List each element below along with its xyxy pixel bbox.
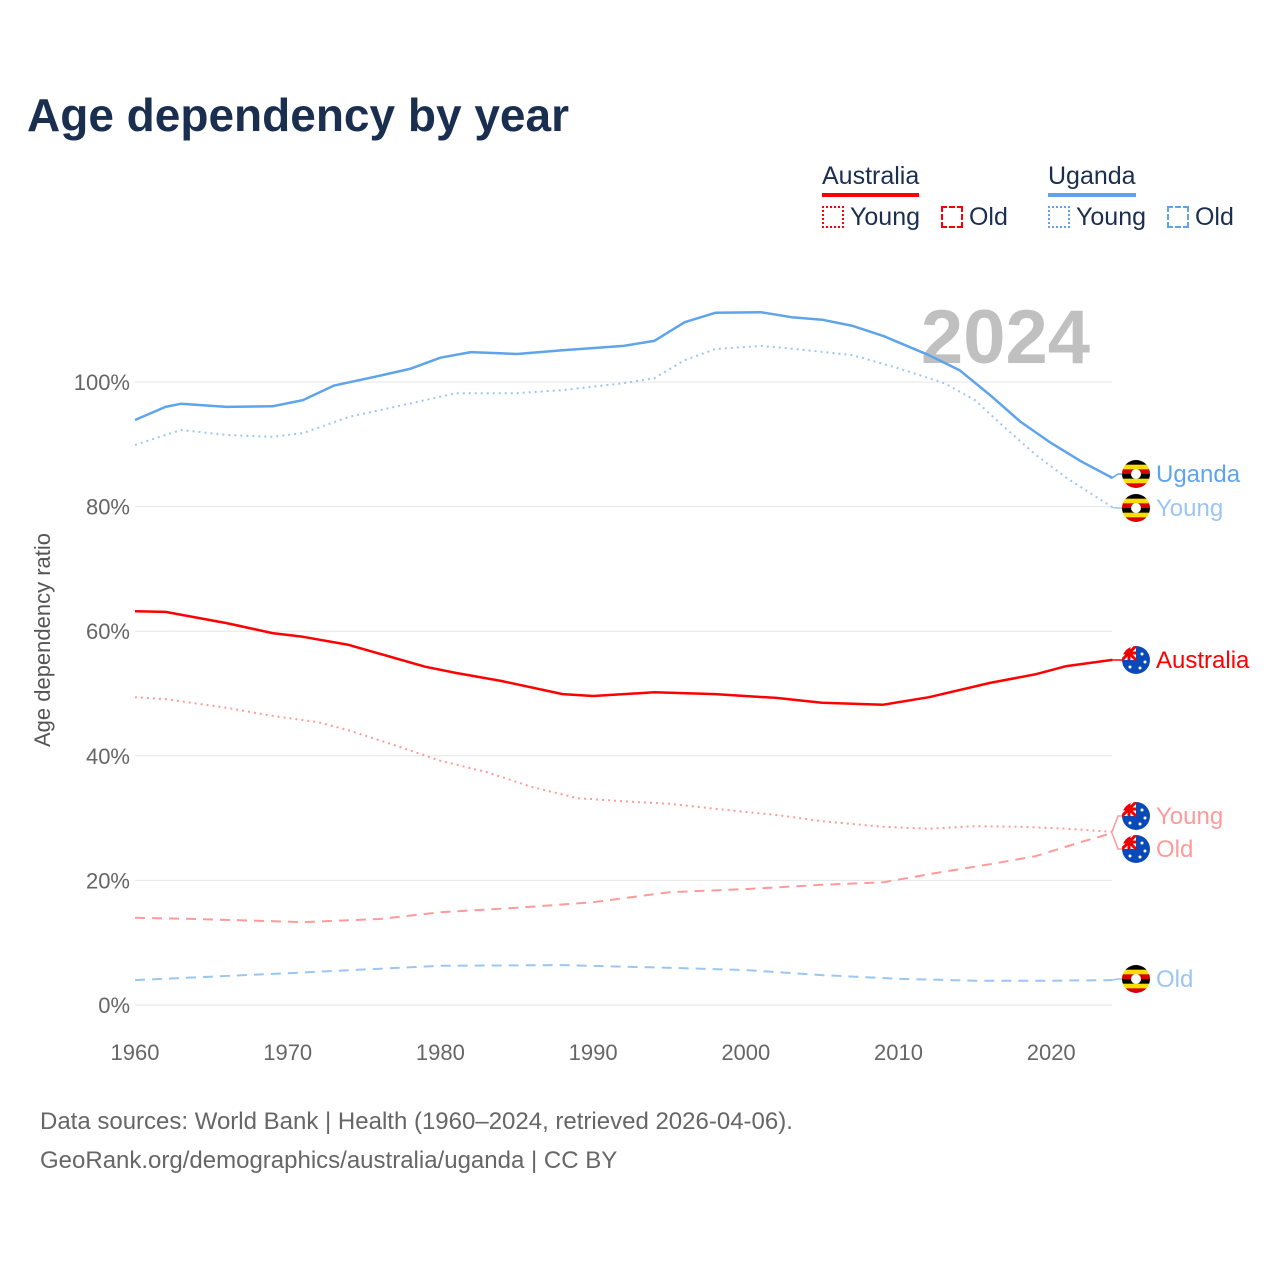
flag-star	[1143, 816, 1147, 820]
dotted-swatch-icon	[1048, 206, 1070, 228]
flag-body	[1122, 802, 1150, 830]
flag-cross	[1122, 835, 1136, 849]
flag-stripe	[1122, 983, 1150, 989]
end-label: Young	[1156, 803, 1223, 830]
footer-attribution[interactable]: GeoRank.org/demographics/australia/ugand…	[40, 1147, 618, 1174]
flag-body	[1122, 460, 1150, 488]
end-label: Young	[1156, 495, 1223, 522]
end-label: Old	[1156, 836, 1193, 863]
y-tick-label: 60%	[86, 619, 130, 644]
x-tick-label: 2000	[721, 1040, 770, 1065]
flag-emblem	[1131, 469, 1141, 479]
australia-flag-icon	[1122, 835, 1150, 863]
flag-stripe	[1122, 460, 1150, 466]
flag-star	[1138, 666, 1142, 670]
flag-star	[1143, 660, 1147, 664]
flag-star	[1128, 854, 1132, 858]
flag-star	[1140, 841, 1144, 845]
flag-stripe	[1122, 478, 1150, 484]
uganda-flag-icon	[1122, 965, 1150, 993]
flag-stripe	[1122, 498, 1150, 504]
flag-stripe	[1122, 512, 1150, 518]
x-tick-label: 1970	[263, 1040, 312, 1065]
flag-body	[1122, 646, 1150, 674]
flag-stripe	[1122, 988, 1150, 993]
legend-uganda-young[interactable]: Young	[1076, 203, 1146, 231]
y-axis-label: Age dependency ratio	[30, 533, 55, 747]
flag-stripe	[1122, 517, 1150, 522]
end-label: Old	[1156, 966, 1193, 993]
legend-australia-heading: Australia	[822, 162, 920, 197]
flag-cross	[1122, 802, 1136, 816]
legend-australia-old[interactable]: Old	[968, 203, 1008, 231]
flag-body	[1122, 835, 1150, 863]
series-line	[134, 964, 1113, 982]
uganda-flag-icon	[1122, 460, 1150, 488]
footer-sources: Data sources: World Bank | Health (1960–…	[40, 1108, 793, 1135]
legend-group-australia: Australia Young Old	[822, 162, 1008, 232]
legend-group-uganda: Uganda Young Old	[1048, 162, 1234, 232]
end-label: Uganda	[1156, 461, 1241, 488]
uganda-flag-icon	[1122, 494, 1150, 522]
dashed-swatch-icon	[1166, 206, 1189, 228]
flag-star	[1138, 822, 1142, 826]
flag-stripe	[1122, 483, 1150, 488]
flag-star	[1143, 849, 1147, 853]
legend-australia-young[interactable]: Young	[850, 203, 920, 231]
label-connector	[1111, 978, 1124, 981]
legend-uganda-old[interactable]: Old	[1194, 203, 1234, 231]
label-connector	[1110, 832, 1124, 850]
flag-stripe	[1122, 965, 1150, 971]
legend-uganda-heading: Uganda	[1048, 162, 1136, 197]
label-connector	[1110, 815, 1124, 833]
dashed-swatch-icon	[940, 206, 963, 228]
flag-star	[1140, 808, 1144, 812]
y-tick-label: 40%	[86, 744, 130, 769]
series-line	[134, 610, 1113, 706]
australia-flag-icon	[1122, 646, 1150, 674]
series-line	[134, 696, 1113, 833]
end-label: Australia	[1156, 647, 1250, 674]
flag-star	[1140, 652, 1144, 656]
x-tick-label: 1960	[111, 1040, 160, 1065]
flag-star	[1128, 821, 1132, 825]
australia-flag-icon	[1122, 802, 1150, 830]
x-tick-label: 1990	[569, 1040, 618, 1065]
series-line	[134, 310, 1113, 480]
flag-body	[1122, 965, 1150, 993]
label-connector	[1111, 506, 1124, 509]
x-tick-label: 2010	[874, 1040, 923, 1065]
y-tick-label: 80%	[86, 495, 130, 520]
flag-star	[1138, 855, 1142, 859]
x-tick-label: 1980	[416, 1040, 465, 1065]
y-tick-label: 100%	[74, 370, 130, 395]
series-line	[134, 344, 1113, 509]
chart-title: Age dependency by year	[27, 89, 569, 141]
series-line	[134, 832, 1113, 924]
flag-stripe	[1122, 494, 1150, 500]
dotted-swatch-icon	[822, 206, 844, 228]
flag-body	[1122, 494, 1150, 522]
x-tick-label: 2020	[1027, 1040, 1076, 1065]
y-tick-label: 20%	[86, 868, 130, 893]
year-watermark: 2024	[921, 295, 1090, 380]
flag-star	[1128, 665, 1132, 669]
flag-emblem	[1131, 503, 1141, 513]
flag-emblem	[1131, 974, 1141, 984]
label-connector	[1109, 473, 1124, 479]
y-tick-label: 0%	[98, 993, 130, 1018]
flag-cross	[1122, 646, 1136, 660]
flag-stripe	[1122, 969, 1150, 975]
flag-stripe	[1122, 464, 1150, 470]
